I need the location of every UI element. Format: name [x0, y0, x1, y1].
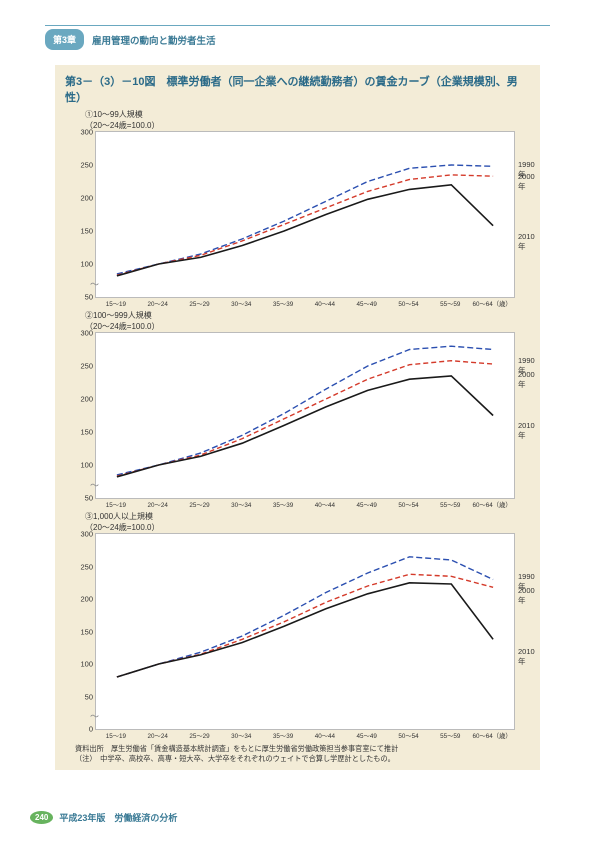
x-tick: 20～24 [137, 299, 179, 308]
chart-panel: ③1,000人以上規模（20～24歳=100.0）050100150200250… [65, 511, 530, 740]
chapter-badge: 第3章 [45, 29, 84, 50]
x-tick: 30～34 [220, 731, 262, 740]
series-line [117, 361, 493, 477]
figure-notes: 資料出所 厚生労働省「賃金構造基本統計調査」をもとに厚生労働省労働政策担当参事官… [75, 744, 530, 763]
chart-box: 50100150200250300〜1990年2000年2010年 [95, 332, 515, 499]
x-tick: 50～54 [388, 731, 430, 740]
series-line [117, 583, 493, 677]
x-tick: 35～39 [262, 731, 304, 740]
x-tick: 60～64（歳） [471, 731, 513, 740]
page-footer: 240 平成23年版 労働経済の分析 [30, 811, 177, 824]
chart-panel: ②100～999人規模（20～24歳=100.0）501001502002503… [65, 310, 530, 509]
panel-label: ①10～99人規模 [85, 109, 530, 120]
figure-container: 第3－（3）－10図 標準労働者（同一企業への継続勤務者）の賃金カーブ（企業規模… [55, 65, 540, 770]
y-tick: 100 [80, 260, 96, 269]
panel-label: ②100～999人規模 [85, 310, 530, 321]
notes-source: 資料出所 厚生労働省「賃金構造基本統計調査」をもとに厚生労働省労働政策担当参事官… [75, 744, 530, 754]
x-tick: 40～44 [304, 731, 346, 740]
y-tick: 300 [80, 128, 96, 137]
series-label: 2000年 [518, 370, 535, 390]
x-tick: 40～44 [304, 299, 346, 308]
y-tick: 200 [80, 595, 96, 604]
figure-title: 第3－（3）－10図 標準労働者（同一企業への継続勤務者）の賃金カーブ（企業規模… [65, 73, 530, 105]
footer-text: 平成23年版 労働経済の分析 [59, 811, 177, 824]
panel-sublabel: （20～24歳=100.0） [85, 522, 530, 533]
page-number-badge: 240 [30, 811, 53, 824]
panel-sublabel: （20～24歳=100.0） [85, 321, 530, 332]
y-tick: 50 [85, 692, 96, 701]
series-line [117, 185, 493, 276]
x-tick: 45～49 [346, 299, 388, 308]
series-label: 2000年 [518, 586, 535, 606]
y-tick: 150 [80, 428, 96, 437]
chart-panel: ①10～99人規模（20～24歳=100.0）50100150200250300… [65, 109, 530, 308]
series-line [117, 376, 493, 477]
x-tick: 20～24 [137, 500, 179, 509]
x-tick: 15～19 [95, 731, 137, 740]
x-axis: 15～1920～2425～2930～3435～3940～4445～4950～54… [95, 299, 513, 308]
x-tick: 25～29 [179, 299, 221, 308]
chart-box: 050100150200250300〜1990年2000年2010年 [95, 533, 515, 730]
y-tick: 100 [80, 660, 96, 669]
x-tick: 55～59 [429, 299, 471, 308]
y-tick: 100 [80, 461, 96, 470]
y-tick: 300 [80, 329, 96, 338]
x-tick: 30～34 [220, 299, 262, 308]
notes-remark: （注） 中学卒、高校卒、高専・短大卒、大学卒をそれぞれのウェイトで合算し学歴計と… [75, 754, 530, 764]
y-tick: 200 [80, 395, 96, 404]
x-tick: 50～54 [388, 299, 430, 308]
panel-label: ③1,000人以上規模 [85, 511, 530, 522]
y-tick: 250 [80, 562, 96, 571]
x-tick: 25～29 [179, 500, 221, 509]
panel-sublabel: （20～24歳=100.0） [85, 120, 530, 131]
x-axis: 15～1920～2425～2930～3435～3940～4445～4950～54… [95, 731, 513, 740]
y-tick: 150 [80, 627, 96, 636]
series-line [117, 165, 493, 274]
y-tick: 50 [85, 494, 96, 503]
chapter-header: 第3章 雇用管理の動向と勤労者生活 [45, 25, 550, 50]
series-label: 2000年 [518, 172, 535, 192]
x-tick: 55～59 [429, 500, 471, 509]
x-tick: 35～39 [262, 500, 304, 509]
x-tick: 50～54 [388, 500, 430, 509]
y-tick: 300 [80, 530, 96, 539]
y-tick: 200 [80, 194, 96, 203]
x-tick: 45～49 [346, 500, 388, 509]
x-axis: 15～1920～2425～2930～3435～3940～4445～4950～54… [95, 500, 513, 509]
x-tick: 20～24 [137, 731, 179, 740]
x-tick: 60～64（歳） [471, 500, 513, 509]
x-tick: 35～39 [262, 299, 304, 308]
x-tick: 40～44 [304, 500, 346, 509]
y-tick: 50 [85, 293, 96, 302]
x-tick: 15～19 [95, 299, 137, 308]
x-tick: 60～64（歳） [471, 299, 513, 308]
x-tick: 45～49 [346, 731, 388, 740]
series-label: 2010年 [518, 647, 535, 667]
y-tick: 0 [89, 725, 96, 734]
x-tick: 55～59 [429, 731, 471, 740]
x-tick: 25～29 [179, 731, 221, 740]
y-tick: 250 [80, 161, 96, 170]
series-label: 2010年 [518, 232, 535, 252]
y-tick: 250 [80, 362, 96, 371]
series-label: 2010年 [518, 421, 535, 441]
series-line [117, 346, 493, 475]
x-tick: 30～34 [220, 500, 262, 509]
y-tick: 150 [80, 227, 96, 236]
chart-box: 50100150200250300〜1990年2000年2010年 [95, 131, 515, 298]
x-tick: 15～19 [95, 500, 137, 509]
chapter-title: 雇用管理の動向と勤労者生活 [92, 33, 216, 47]
